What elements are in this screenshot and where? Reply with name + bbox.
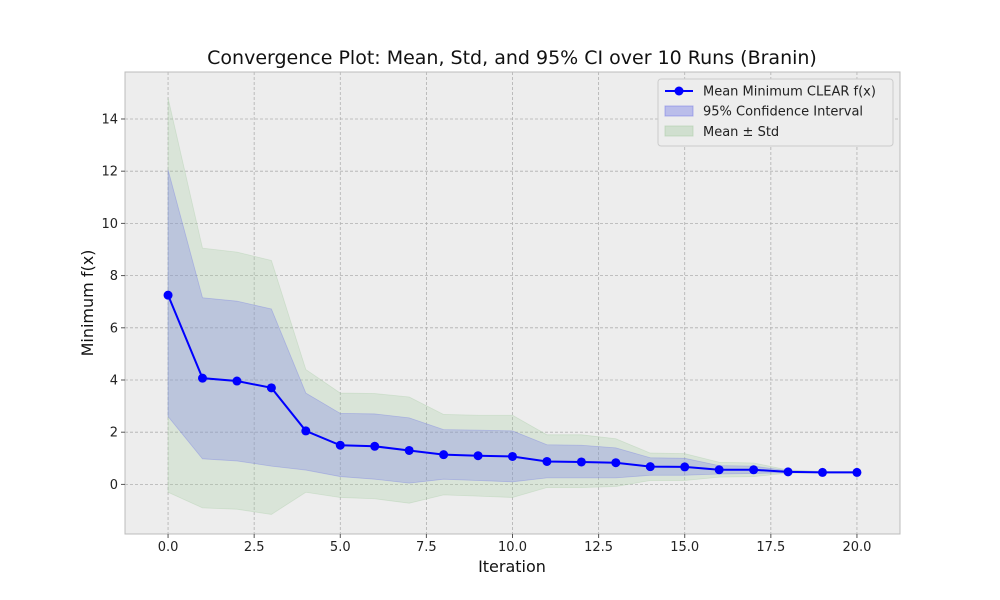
legend-ci-swatch xyxy=(664,105,694,117)
legend-marker-swatch xyxy=(674,86,684,96)
mean-point xyxy=(611,458,621,468)
y-tick-label: 14 xyxy=(101,112,118,127)
mean-point xyxy=(266,383,276,393)
mean-point xyxy=(680,462,690,472)
x-tick-label: 10.0 xyxy=(498,540,527,555)
y-tick-label: 10 xyxy=(101,217,118,232)
y-axis-label: Minimum f(x) xyxy=(78,250,97,357)
x-tick-label: 7.5 xyxy=(416,540,437,555)
y-axis-ticks: 0 2 4 6 8 10 12 14 xyxy=(101,112,125,493)
mean-point xyxy=(473,451,483,461)
mean-point xyxy=(301,426,311,436)
chart-title: Convergence Plot: Mean, Std, and 95% CI … xyxy=(207,47,817,69)
x-axis-ticks: 0.0 2.5 5.0 7.5 10.0 12.5 15.0 17.5 20.0 xyxy=(158,534,871,555)
x-axis-label: Iteration xyxy=(478,557,546,576)
y-tick-label: 8 xyxy=(110,269,118,284)
mean-point xyxy=(576,457,586,467)
mean-point xyxy=(714,465,724,475)
mean-point xyxy=(645,462,655,472)
mean-point xyxy=(404,445,414,455)
y-tick-label: 4 xyxy=(110,374,118,389)
legend-label-std: Mean ± Std xyxy=(703,125,779,140)
y-tick-label: 2 xyxy=(110,426,118,441)
x-tick-label: 15.0 xyxy=(670,540,699,555)
mean-point xyxy=(439,450,449,460)
x-tick-label: 2.5 xyxy=(244,540,265,555)
legend-label-ci: 95% Confidence Interval xyxy=(703,105,863,120)
mean-point xyxy=(749,465,759,475)
x-tick-label: 12.5 xyxy=(584,540,613,555)
mean-point xyxy=(783,467,793,477)
y-tick-label: 0 xyxy=(110,478,118,493)
mean-point xyxy=(370,441,380,451)
mean-series xyxy=(163,290,862,477)
mean-point xyxy=(335,440,345,450)
mean-point xyxy=(508,451,517,461)
x-tick-label: 17.5 xyxy=(756,540,785,555)
y-tick-label: 6 xyxy=(110,321,118,336)
legend: Mean Minimum CLEAR f(x) 95% Confidence I… xyxy=(657,78,894,147)
mean-point xyxy=(232,376,242,386)
mean-point xyxy=(198,373,207,383)
x-tick-label: 20.0 xyxy=(842,540,871,555)
x-tick-label: 5.0 xyxy=(330,540,351,555)
mean-point xyxy=(852,467,862,477)
mean-point xyxy=(542,456,552,466)
y-tick-label: 12 xyxy=(101,165,118,180)
mean-point xyxy=(163,290,173,300)
mean-point xyxy=(818,467,827,477)
legend-std-swatch xyxy=(664,125,694,137)
x-tick-label: 0.0 xyxy=(158,540,179,555)
legend-box xyxy=(657,78,894,147)
legend-label-mean: Mean Minimum CLEAR f(x) xyxy=(703,85,876,100)
